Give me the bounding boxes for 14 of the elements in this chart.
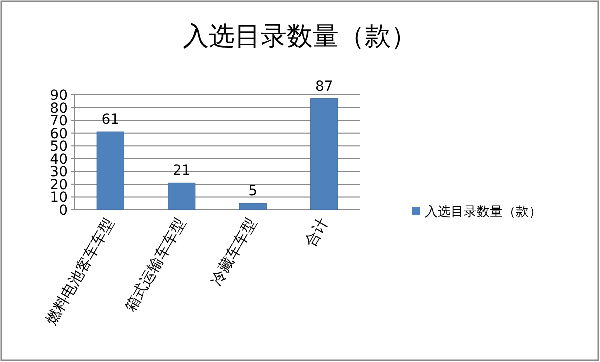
y-tick-label: 90 — [50, 88, 68, 104]
data-label: 87 — [315, 78, 334, 95]
bar — [239, 203, 267, 210]
x-tick-label: 箱式运输车车型 — [121, 215, 190, 315]
data-label: 61 — [102, 112, 120, 128]
legend-label: 入选目录数量（款） — [425, 205, 542, 220]
data-label: 21 — [172, 163, 191, 180]
bar — [96, 132, 124, 210]
bar — [310, 98, 338, 210]
x-tick-label: 冷藏车车型 — [208, 215, 261, 289]
chart-title: 入选目录数量（款） — [183, 22, 417, 52]
data-label: 5 — [248, 184, 258, 200]
x-tick-label: 合计 — [301, 215, 332, 250]
bar — [168, 182, 196, 210]
